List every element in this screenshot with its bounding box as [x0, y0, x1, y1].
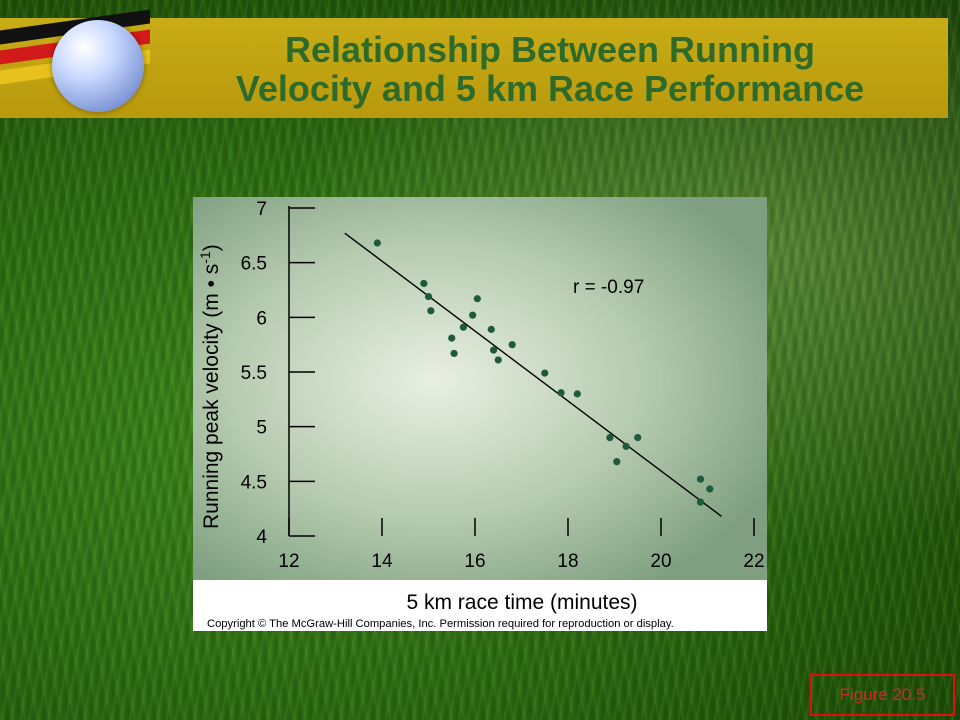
data-point [494, 356, 502, 364]
title-bar [0, 18, 948, 118]
y-axis-label: Running peak velocity (m • s-1) [197, 244, 223, 529]
data-point [450, 349, 458, 358]
data-point [696, 498, 705, 506]
data-point [427, 307, 435, 315]
y-tick-label: 5 [256, 418, 267, 439]
y-tick-label: 5.5 [241, 363, 267, 384]
x-tick-label: 16 [464, 551, 485, 572]
soccer-ball-icon [52, 20, 144, 112]
slide-title-line-1: Relationship Between Running [284, 29, 815, 70]
x-tick-label: 14 [371, 551, 393, 572]
x-tick-label: 18 [557, 551, 578, 572]
y-tick-label: 6.5 [241, 254, 267, 275]
scatter-chart-panel: 4 4.5 5 5.5 6 6.5 7 12 14 16 18 20 22 r = -0.97 Runn… [193, 197, 767, 631]
data-point [448, 334, 456, 342]
correlation-annotation: r = -0.97 [573, 277, 644, 298]
data-point [634, 434, 642, 442]
x-tick-label: 22 [743, 551, 764, 572]
copyright-notice: Copyright © The McGraw-Hill Companies, I… [207, 618, 674, 630]
figure-label: Figure 20.5 [810, 674, 955, 716]
y-tick-label: 6 [256, 308, 267, 329]
regression-line [344, 232, 722, 517]
data-point [473, 295, 481, 303]
data-point [469, 311, 477, 319]
data-point [606, 434, 614, 442]
plot-background [193, 197, 767, 580]
data-point [541, 369, 549, 377]
data-point [706, 485, 714, 493]
data-point [622, 442, 630, 450]
data-point [557, 389, 565, 397]
data-point [573, 390, 581, 398]
data-point [373, 239, 381, 247]
data-point [490, 346, 498, 354]
data-point [420, 279, 428, 288]
slide-title-line-2: Velocity and 5 km Race Performance [235, 68, 865, 109]
data-point [487, 325, 495, 333]
data-point [424, 292, 433, 301]
slide-title: Relationship Between Running Velocity an… [150, 30, 950, 108]
x-tick-label: 12 [278, 551, 299, 572]
x-tick-label: 20 [650, 551, 671, 572]
y-tick-label: 4.5 [241, 472, 267, 493]
scatter-chart: 4 4.5 5 5.5 6 6.5 7 12 14 16 18 20 22 r = -0.97 Runn… [193, 197, 767, 630]
data-point [459, 323, 467, 331]
y-tick-label: 7 [256, 199, 267, 220]
data-point [696, 475, 705, 483]
data-point [613, 458, 621, 466]
y-tick-label: 4 [256, 527, 267, 548]
x-axis-label: 5 km race time (minutes) [406, 591, 637, 614]
data-point [508, 341, 516, 349]
